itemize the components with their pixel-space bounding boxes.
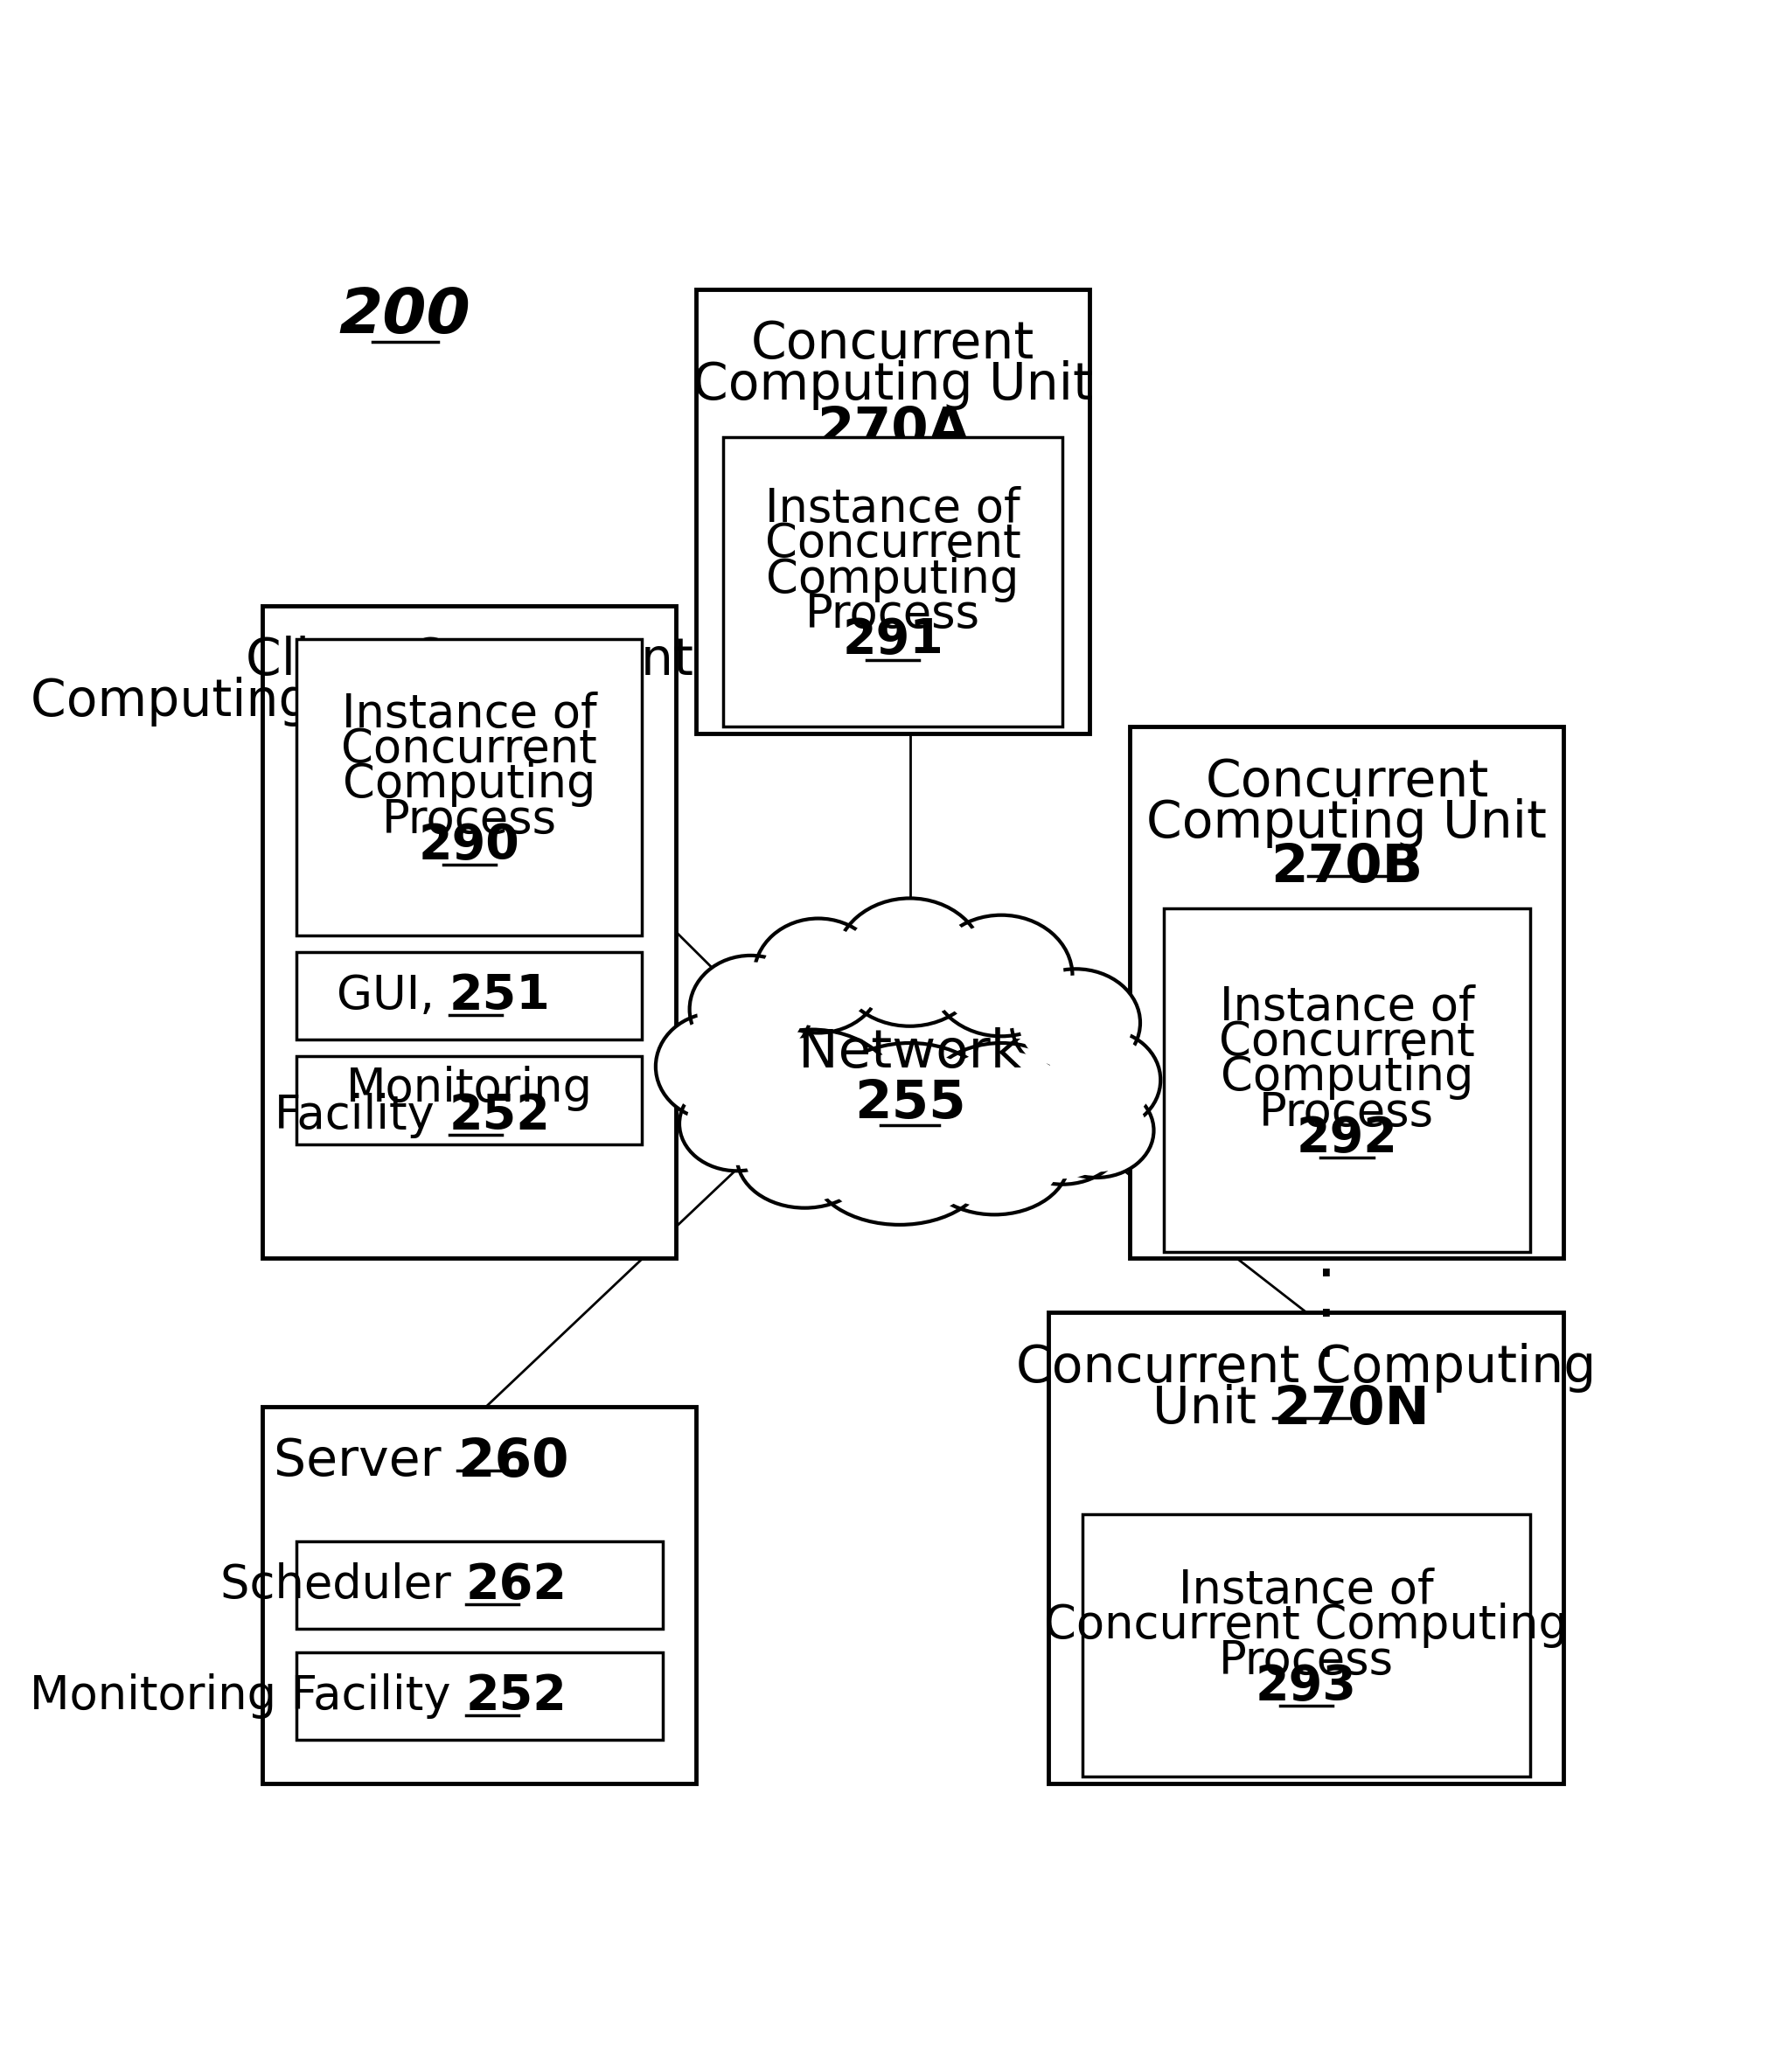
Ellipse shape bbox=[843, 905, 974, 1019]
Ellipse shape bbox=[1001, 1090, 1124, 1185]
Text: 252: 252 bbox=[449, 1092, 550, 1140]
Text: Instance of: Instance of bbox=[341, 692, 596, 738]
Text: 252: 252 bbox=[465, 1672, 566, 1720]
Text: Process: Process bbox=[382, 798, 557, 843]
Ellipse shape bbox=[754, 918, 882, 1034]
Ellipse shape bbox=[1038, 1084, 1154, 1177]
Text: 292: 292 bbox=[1296, 1115, 1397, 1162]
Text: Instance of: Instance of bbox=[765, 487, 1021, 530]
Ellipse shape bbox=[722, 1030, 900, 1164]
Text: Computing Unit: Computing Unit bbox=[1147, 798, 1546, 847]
FancyBboxPatch shape bbox=[296, 953, 643, 1040]
Ellipse shape bbox=[1045, 1030, 1159, 1131]
Ellipse shape bbox=[919, 1042, 1083, 1171]
Ellipse shape bbox=[1045, 1090, 1147, 1173]
Text: Concurrent: Concurrent bbox=[1205, 756, 1487, 806]
Ellipse shape bbox=[1008, 1096, 1115, 1179]
FancyBboxPatch shape bbox=[696, 288, 1088, 733]
Text: Computing: Computing bbox=[767, 557, 1019, 603]
Text: Instance of: Instance of bbox=[1179, 1566, 1432, 1612]
Ellipse shape bbox=[761, 926, 875, 1026]
Ellipse shape bbox=[689, 955, 811, 1063]
Ellipse shape bbox=[1053, 1036, 1154, 1125]
Text: 270B: 270B bbox=[1271, 841, 1422, 893]
FancyBboxPatch shape bbox=[296, 1542, 662, 1629]
Text: Monitoring: Monitoring bbox=[346, 1065, 593, 1111]
Text: Scheduler: Scheduler bbox=[220, 1562, 465, 1608]
Ellipse shape bbox=[928, 1113, 1060, 1208]
FancyBboxPatch shape bbox=[263, 605, 676, 1258]
FancyBboxPatch shape bbox=[296, 638, 643, 934]
Text: 250: 250 bbox=[447, 678, 557, 727]
Text: Computing: Computing bbox=[1219, 1055, 1473, 1100]
FancyBboxPatch shape bbox=[722, 437, 1061, 727]
Text: 291: 291 bbox=[841, 617, 943, 663]
Text: Client Concurrent: Client Concurrent bbox=[245, 636, 692, 686]
Text: Server: Server bbox=[273, 1436, 456, 1486]
Ellipse shape bbox=[834, 899, 983, 1026]
Ellipse shape bbox=[696, 961, 804, 1057]
Ellipse shape bbox=[930, 1051, 1072, 1162]
Ellipse shape bbox=[733, 1038, 889, 1156]
Ellipse shape bbox=[746, 1113, 864, 1202]
Ellipse shape bbox=[1019, 976, 1132, 1071]
Text: .: . bbox=[1315, 1307, 1337, 1372]
Text: Computing Unit: Computing Unit bbox=[30, 678, 447, 727]
FancyBboxPatch shape bbox=[1129, 727, 1564, 1258]
Text: GUI,: GUI, bbox=[337, 974, 449, 1019]
Text: .: . bbox=[1315, 1227, 1337, 1291]
Text: 251: 251 bbox=[449, 972, 550, 1019]
Ellipse shape bbox=[655, 1013, 777, 1121]
Ellipse shape bbox=[1012, 970, 1140, 1077]
Text: 293: 293 bbox=[1255, 1662, 1356, 1709]
Text: Network: Network bbox=[799, 1028, 1021, 1080]
Text: 270A: 270A bbox=[816, 404, 969, 456]
Text: Instance of: Instance of bbox=[1219, 984, 1473, 1030]
Text: Concurrent: Concurrent bbox=[1218, 1019, 1475, 1065]
Ellipse shape bbox=[685, 1082, 788, 1164]
Text: Monitoring Facility: Monitoring Facility bbox=[30, 1674, 465, 1718]
Ellipse shape bbox=[930, 916, 1072, 1036]
Text: 262: 262 bbox=[465, 1562, 566, 1608]
Text: Process: Process bbox=[806, 593, 980, 638]
Text: Facility: Facility bbox=[275, 1094, 449, 1138]
FancyBboxPatch shape bbox=[1049, 1312, 1564, 1784]
Ellipse shape bbox=[680, 1077, 793, 1171]
Ellipse shape bbox=[737, 1106, 872, 1208]
Text: 290: 290 bbox=[419, 823, 520, 870]
Text: Unit: Unit bbox=[1152, 1384, 1273, 1434]
Text: Concurrent: Concurrent bbox=[751, 319, 1035, 369]
Text: .: . bbox=[1315, 1266, 1337, 1330]
Text: Computing: Computing bbox=[343, 762, 596, 808]
Ellipse shape bbox=[818, 1042, 1001, 1177]
Ellipse shape bbox=[919, 1106, 1069, 1214]
Text: 255: 255 bbox=[854, 1077, 966, 1129]
Ellipse shape bbox=[829, 1051, 990, 1169]
Text: Computing Unit: Computing Unit bbox=[692, 361, 1092, 410]
Text: 270N: 270N bbox=[1273, 1384, 1429, 1436]
Text: Concurrent Computing: Concurrent Computing bbox=[1015, 1343, 1596, 1392]
Ellipse shape bbox=[939, 922, 1063, 1030]
Text: Concurrent: Concurrent bbox=[765, 522, 1021, 568]
FancyBboxPatch shape bbox=[1083, 1515, 1528, 1778]
Ellipse shape bbox=[811, 1111, 987, 1225]
Text: Concurrent Computing: Concurrent Computing bbox=[1044, 1602, 1567, 1647]
Text: 260: 260 bbox=[456, 1436, 568, 1488]
Ellipse shape bbox=[822, 1117, 976, 1218]
Text: Concurrent: Concurrent bbox=[341, 727, 596, 773]
FancyBboxPatch shape bbox=[296, 1651, 662, 1740]
Text: 200: 200 bbox=[339, 286, 470, 346]
Text: Process: Process bbox=[1258, 1090, 1434, 1135]
FancyBboxPatch shape bbox=[263, 1407, 696, 1784]
Ellipse shape bbox=[662, 1019, 770, 1115]
Text: Process: Process bbox=[1218, 1637, 1393, 1682]
FancyBboxPatch shape bbox=[1163, 908, 1528, 1251]
FancyBboxPatch shape bbox=[296, 1057, 643, 1144]
